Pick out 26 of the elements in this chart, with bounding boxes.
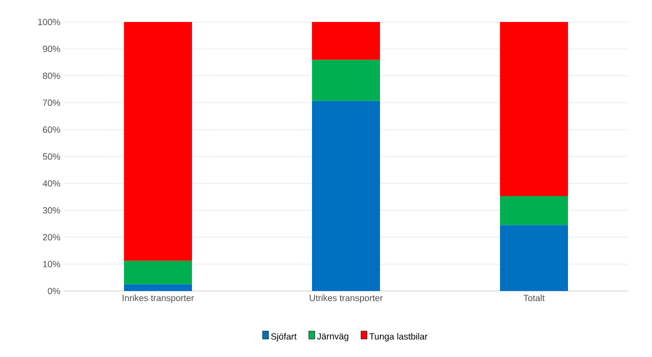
x-tick-label: Inrikes transporter (122, 294, 194, 303)
bar (500, 196, 568, 226)
bar (312, 22, 380, 60)
x-tick-label: Totalt (523, 294, 545, 302)
y-tick-label: 90% (42, 46, 60, 52)
y-tick-label: 30% (42, 207, 60, 214)
bar (124, 284, 192, 291)
bar (124, 22, 192, 261)
bar (312, 60, 380, 101)
y-tick-label: 100% (38, 18, 60, 26)
bar (500, 22, 568, 196)
y-tick-label: 80% (42, 72, 60, 79)
y-tick-label: 10% (43, 260, 60, 268)
x-tick-label: Utrikes transporter (310, 294, 383, 303)
y-tick-label: 60% (42, 126, 60, 133)
legend-label: Järnväg (317, 333, 348, 342)
bar (500, 225, 568, 291)
legend-label: Sjöfart (271, 333, 297, 342)
legend-label: Tunga lastbilar (369, 333, 428, 342)
bar (312, 100, 380, 291)
y-tick-label: 70% (42, 100, 60, 106)
y-tick-label: 40% (42, 180, 60, 187)
y-tick-label: 50% (42, 153, 60, 160)
bar (124, 260, 192, 284)
y-tick-label: 20% (42, 234, 60, 240)
y-tick-label: 0% (48, 288, 60, 294)
